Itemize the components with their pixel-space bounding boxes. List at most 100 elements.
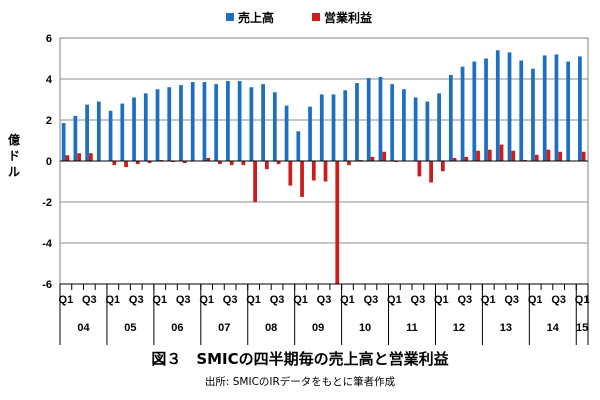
bar-sales	[460, 66, 465, 161]
x-quarter-label: Q1	[434, 294, 449, 306]
bar-operating-profit	[581, 151, 586, 161]
bar-sales	[85, 104, 89, 162]
y-tick-label: 0	[46, 156, 52, 168]
bar-sales	[108, 110, 113, 161]
bar-operating-profit	[311, 161, 316, 181]
bar-operating-profit	[241, 161, 246, 166]
bar-operating-profit	[558, 151, 563, 161]
x-year-label: 09	[312, 322, 324, 334]
x-year-label: 10	[359, 322, 371, 334]
bar-sales	[272, 92, 277, 161]
bar-sales	[284, 105, 289, 161]
bar-operating-profit	[182, 161, 187, 164]
legend-label-sales: 売上高	[238, 10, 274, 25]
bar-sales	[542, 55, 547, 161]
bar-sales	[402, 89, 406, 161]
x-quarter-label: Q1	[481, 294, 496, 306]
bar-sales	[249, 87, 254, 161]
bar-operating-profit	[112, 161, 117, 166]
legend-label-operating-profit: 営業利益	[324, 10, 372, 25]
bar-operating-profit	[394, 161, 398, 163]
x-quarter-label: Q3	[129, 294, 144, 306]
bar-sales	[190, 82, 195, 161]
x-quarter-label: Q3	[364, 294, 379, 306]
bar-operating-profit	[159, 159, 164, 161]
bar-sales	[472, 61, 477, 161]
bar-sales	[296, 131, 301, 161]
bar-sales	[120, 103, 125, 161]
bar-sales	[507, 52, 512, 161]
bar-operating-profit	[358, 159, 363, 161]
bar-operating-profit	[300, 161, 304, 197]
y-axis-label-3: ル	[8, 165, 20, 179]
bar-sales	[331, 94, 336, 162]
bar-operating-profit	[335, 161, 340, 284]
bar-operating-profit	[229, 161, 234, 166]
y-tick-label: -6	[42, 279, 52, 291]
x-year-label: 05	[124, 322, 136, 334]
bar-operating-profit	[440, 161, 445, 172]
bar-operating-profit	[511, 150, 516, 161]
x-quarter-label: Q1	[59, 294, 74, 306]
bar-operating-profit	[124, 161, 128, 168]
x-quarter-label: Q3	[82, 294, 97, 306]
legend-swatch-sales	[226, 13, 234, 21]
x-quarter-label: Q1	[340, 294, 355, 306]
x-quarter-label: Q3	[457, 294, 472, 306]
bar-operating-profit	[487, 149, 492, 161]
bar-sales	[343, 90, 348, 161]
x-quarter-label: Q3	[504, 294, 519, 306]
chart-area: 売上高 営業利益 億 ド ル 6 4 2 0 -2 -4 -6 Q1 Q3 Q1 Q3 Q1 Q3 Q1 Q…	[8, 10, 589, 345]
x-quarter-label: Q1	[293, 294, 308, 306]
bar-sales	[519, 60, 524, 161]
y-tick-label: -2	[42, 197, 52, 209]
x-quarter-label: Q1	[575, 294, 590, 306]
bar-sales	[355, 83, 359, 161]
bar-sales	[566, 61, 571, 161]
x-year-label: 14	[547, 322, 560, 334]
x-year-label: 06	[171, 322, 183, 334]
bar-sales	[378, 76, 383, 161]
x-quarter-label: Q1	[152, 294, 167, 306]
x-quarter-label: Q3	[270, 294, 285, 306]
bar-operating-profit	[288, 161, 293, 186]
bar-sales	[237, 81, 242, 161]
bar-sales	[390, 84, 395, 162]
x-year-label: 08	[265, 322, 277, 334]
y-tick-label: 6	[46, 33, 52, 45]
x-quarter-label: Q3	[317, 294, 332, 306]
legend-swatch-operating-profit	[312, 13, 320, 21]
y-axis-label-1: 億	[8, 132, 20, 147]
bar-sales	[448, 74, 453, 161]
bar-operating-profit	[323, 161, 328, 182]
x-year-label: 12	[453, 322, 465, 334]
bar-operating-profit	[171, 161, 175, 163]
bar-sales	[578, 56, 582, 162]
bar-sales	[143, 93, 148, 161]
bar-operating-profit	[264, 161, 269, 170]
bar-sales	[554, 54, 559, 161]
bar-sales	[319, 94, 324, 162]
bar-sales	[484, 58, 488, 161]
x-year-label: 13	[500, 322, 512, 334]
x-year-label: 15	[576, 322, 588, 334]
bar-operating-profit	[429, 161, 433, 183]
legend: 売上高 営業利益	[226, 10, 372, 25]
bar-operating-profit	[464, 156, 469, 161]
x-quarter-label: Q1	[246, 294, 261, 306]
figure-caption: 図３ SMICの四半期毎の売上高と営業利益	[151, 350, 449, 368]
x-quarter-label: Q1	[528, 294, 543, 306]
bar-operating-profit	[370, 156, 375, 161]
bar-sales	[61, 123, 66, 161]
x-quarter-label: Q1	[387, 294, 402, 306]
bar-operating-profit	[147, 161, 152, 164]
bar-sales	[495, 50, 500, 161]
bar-sales	[73, 115, 78, 161]
bar-operating-profit	[77, 153, 81, 161]
bar-operating-profit	[206, 157, 211, 161]
plot-area: 6 4 2 0 -2 -4 -6 Q1 Q3 Q1 Q3 Q1 Q3 Q1 Q3 Q1 Q3 Q1 Q3 Q1 Q3 Q1…	[42, 33, 589, 345]
x-quarter-label: Q3	[176, 294, 191, 306]
bar-operating-profit	[65, 155, 70, 161]
bar-operating-profit	[88, 153, 93, 161]
y-tick-label: 4	[46, 74, 53, 86]
